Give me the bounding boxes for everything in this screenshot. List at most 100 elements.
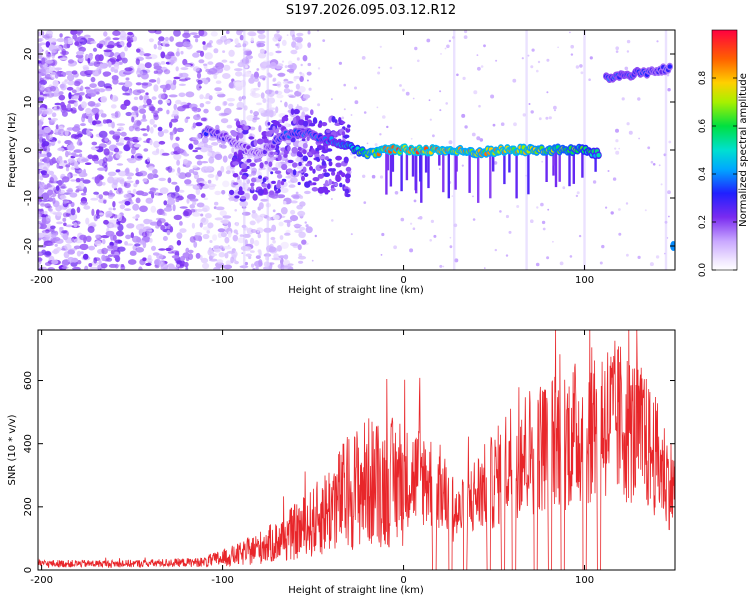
spectrogram-noise-cell: [182, 104, 191, 109]
spectrogram-noise-cell: [449, 236, 452, 239]
spectrogram-noise-cell: [345, 166, 352, 172]
spectrogram-streak: [391, 150, 395, 172]
spectrogram-noise-cell: [235, 134, 239, 141]
spectrogram-noise-cell: [142, 257, 147, 262]
spectrogram-noise-cell: [552, 240, 554, 243]
spectrogram-noise-cell: [59, 195, 67, 200]
spectrogram-noise-cell: [207, 61, 214, 65]
spectrogram-noise-cell: [118, 201, 125, 204]
spectrogram-noise-cell: [109, 130, 115, 135]
spectrogram-noise-cell: [301, 107, 309, 112]
spectrogram-noise-cell: [92, 47, 98, 52]
spectrogram-noise-cell: [276, 182, 281, 189]
spectrogram-streak: [411, 150, 415, 177]
spectrogram-streak: [568, 150, 571, 187]
spectrogram-noise-cell: [209, 40, 213, 44]
spectrogram-noise-cell: [309, 182, 314, 186]
spectrogram-noise-cell: [281, 39, 287, 47]
spectrogram-noise-cell: [227, 102, 235, 107]
spectrogram-noise-cell: [41, 199, 50, 202]
spectrogram-noise-cell: [656, 40, 659, 43]
spectrogram-noise-cell: [278, 221, 284, 227]
spectrogram-noise-cell: [214, 190, 221, 196]
spectrogram-noise-cell: [253, 111, 259, 117]
spectrogram-noise-cell: [279, 235, 284, 240]
spectrogram-noise-cell: [379, 133, 382, 136]
spectrogram-noise-cell: [309, 166, 313, 171]
spectrogram-noise-cell: [134, 243, 141, 247]
spectrogram-noise-cell: [117, 188, 122, 192]
spectrogram-noise-cell: [160, 224, 166, 231]
spectrogram-noise-cell: [120, 264, 125, 268]
spectrogram-noise-cell: [244, 71, 252, 77]
spectrogram-noise-cell: [132, 36, 138, 42]
spectrogram-noise-cell: [258, 202, 264, 210]
spectrogram-noise-cell: [321, 122, 328, 127]
spectrogram-noise-cell: [72, 173, 78, 177]
spectrogram-noise-cell: [286, 34, 289, 36]
spectrogram-noise-cell: [175, 66, 179, 72]
spectrogram-noise-cell: [292, 34, 296, 41]
spectrogram-noise-cell: [157, 218, 166, 224]
spectrogram-noise-cell: [45, 41, 51, 48]
spectrogram-noise-cell: [84, 265, 89, 270]
spectrogram-noise-cell: [547, 208, 550, 211]
spectrogram-noise-cell: [222, 50, 226, 53]
spectrogram-noise-cell: [157, 45, 163, 51]
spectrogram-noise-cell: [472, 218, 476, 221]
spectrogram-noise-cell: [54, 67, 63, 71]
spectrogram-noise-cell: [413, 199, 417, 203]
spectrogram-noise-cell: [253, 87, 260, 91]
snr-y-tick-label: 0: [23, 567, 34, 573]
spectrogram-noise-cell: [158, 248, 166, 251]
spectrogram-noise-cell: [439, 264, 443, 268]
spectrogram-noise-cell: [324, 179, 329, 187]
spectrogram-noise-cell: [43, 126, 52, 134]
spectrogram-noise-cell: [291, 146, 299, 154]
spectrogram-noise-cell: [236, 232, 239, 235]
spectrogram-noise-cell: [287, 81, 294, 84]
spectrogram-noise-cell: [306, 136, 310, 142]
spectrogram-noise-cell: [513, 122, 517, 127]
spectrogram-noise-cell: [81, 101, 87, 109]
spectrogram-noise-cell: [244, 192, 251, 200]
spectrogram-noise-cell: [461, 164, 464, 167]
spectrogram-noise-cell: [183, 261, 189, 268]
spectrogram-noise-cell: [203, 79, 209, 85]
spectrogram-noise-cell: [610, 211, 614, 215]
spectrogram-noise-cell: [158, 93, 166, 100]
spectrogram-noise-cell: [202, 41, 206, 45]
spectrogram-noise-cell: [306, 71, 312, 76]
spectrogram-noise-cell: [189, 236, 196, 243]
spectrogram-noise-cell: [494, 248, 497, 252]
spectrogram-noise-cell: [104, 137, 109, 142]
spectrogram-noise-cell: [63, 160, 67, 164]
spectrogram-noise-cell: [389, 66, 393, 70]
spectrogram-noise-cell: [569, 31, 571, 34]
spectrogram-noise-cell: [230, 256, 235, 264]
spectrogram-noise-cell: [118, 82, 126, 85]
spectrogram-noise-cell: [167, 197, 176, 206]
spectrogram-noise-cell: [492, 123, 496, 127]
spectrogram-noise-cell: [115, 58, 120, 62]
spectrogram-noise-cell: [165, 83, 171, 91]
spectrogram-noise-cell: [107, 254, 114, 257]
spectrogram-noise-cell: [149, 139, 153, 146]
spectrogram-noise-cell: [197, 79, 203, 85]
spectrogram-noise-cell: [131, 116, 135, 123]
spectrogram-noise-cell: [302, 142, 308, 149]
spectrogram-noise-cell: [73, 94, 79, 100]
spectrogram-noise-cell: [193, 114, 201, 121]
spectrogram-noise-cell: [305, 226, 313, 234]
spectrogram-noise-cell: [204, 52, 213, 60]
spectrogram-noise-cell: [186, 193, 196, 200]
spectrogram-noise-cell: [71, 109, 77, 114]
spectrogram-noise-cell: [95, 146, 104, 149]
spectrogram-noise-cell: [256, 68, 260, 71]
snr-x-tick-label: -200: [30, 575, 53, 586]
spectrogram-noise-cell: [285, 122, 289, 128]
spectrogram-noise-cell: [304, 115, 312, 119]
spectrogram-noise-cell: [199, 222, 203, 228]
spectrogram-noise-cell: [143, 218, 151, 225]
spectrogram-noise-cell: [104, 88, 112, 92]
